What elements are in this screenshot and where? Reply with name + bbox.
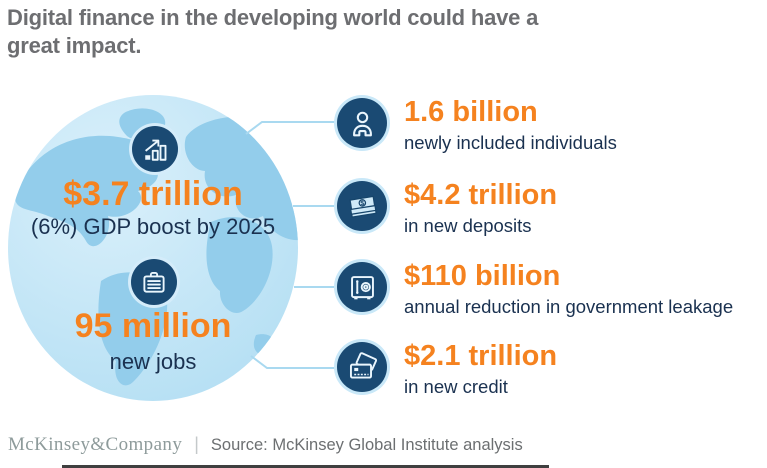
stat-text: $110 billion annual reduction in governm… (404, 262, 733, 317)
safe-icon (337, 262, 387, 312)
stat-label: annual reduction in government leakage (404, 296, 734, 317)
person-icon (337, 98, 387, 148)
svg-text:$: $ (360, 199, 365, 207)
banknotes-icon: $ (337, 181, 387, 231)
stat-row-leakage: $110 billion annual reduction in governm… (337, 262, 733, 317)
title-line-2: great impact. (7, 33, 142, 58)
mckinsey-logo: McKinsey&Company (8, 434, 183, 455)
new-jobs-value: 95 million (74, 307, 232, 345)
growth-chart-icon (132, 126, 178, 172)
title-line-1: Digital finance in the developing world … (7, 5, 539, 30)
footer-divider: | (194, 434, 199, 454)
stat-row-individuals: 1.6 billion newly included individuals (337, 98, 617, 153)
stat-label: in new credit (404, 376, 508, 397)
gdp-boost-value: $3.7 trillion (63, 175, 243, 213)
stat-label: in new deposits (404, 215, 532, 236)
footer: McKinsey&Company | Source: McKinsey Glob… (8, 434, 523, 456)
source-text: Source: McKinsey Global Institute analys… (210, 436, 523, 454)
stat-row-deposits: $ $4.2 trillion in new deposits (337, 181, 557, 236)
page-title: Digital finance in the developing world … (7, 4, 607, 60)
stat-text: $2.1 trillion in new credit (404, 342, 557, 397)
stat-row-credit: $2.1 trillion in new credit (337, 342, 557, 397)
gdp-boost-label: (6%) GDP boost by 2025 (30, 214, 276, 239)
bottom-edge-line (62, 465, 549, 468)
stat-value: $4.2 trillion (404, 179, 558, 211)
credit-cards-icon (337, 342, 387, 392)
stat-label: newly included individuals (404, 132, 617, 153)
globe-illustration: $3.7 trillion (6%) GDP boost by 2025 95 … (8, 95, 298, 401)
new-jobs-label: new jobs (109, 349, 197, 374)
stat-value: $2.1 trillion (404, 340, 558, 372)
stat-text: 1.6 billion newly included individuals (404, 98, 617, 153)
stat-value: 1.6 billion (404, 96, 538, 128)
stat-value: $110 billion (404, 260, 561, 292)
stat-text: $4.2 trillion in new deposits (404, 181, 557, 236)
briefcase-icon (131, 259, 177, 305)
